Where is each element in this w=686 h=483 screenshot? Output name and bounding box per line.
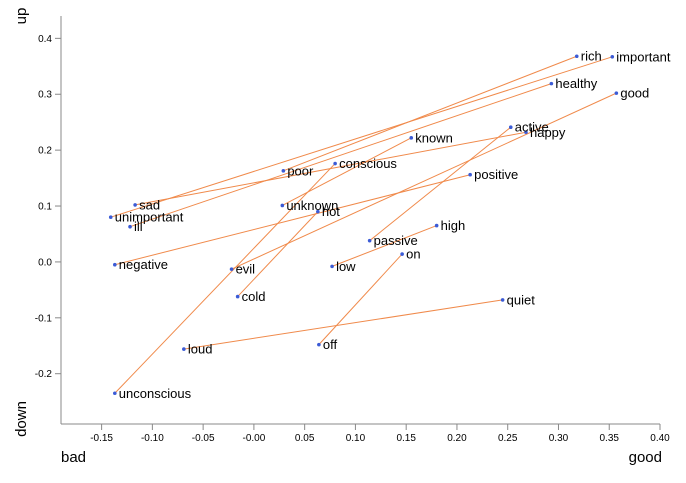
pair-line-high-low (331, 225, 437, 267)
point-label-happy: happy (530, 125, 566, 140)
pair-line-hot-cold (237, 211, 319, 297)
x-axis-positive-label: good (629, 449, 662, 466)
point-evil (229, 267, 234, 271)
x-tick-label: 0.35 (600, 433, 620, 444)
point-label-off: off (323, 337, 338, 352)
point-sad (133, 203, 137, 207)
point-unimportant (108, 215, 113, 220)
point-unconscious (113, 391, 117, 396)
x-tick-label: 0.20 (447, 433, 467, 444)
point-label-quiet: quiet (507, 292, 536, 307)
point-known (409, 136, 414, 140)
point-label-passive: passive (374, 233, 418, 248)
point-good (614, 91, 619, 95)
y-tick-label: 0.3 (38, 90, 52, 101)
pair-line-conscious-unconscious (114, 163, 336, 394)
x-tick-label: -0.00 (242, 433, 265, 444)
point-label-active: active (515, 120, 549, 135)
point-poor (281, 169, 286, 173)
x-tick-label: 0.30 (549, 433, 569, 444)
point-label-ill: ill (134, 219, 143, 234)
x-tick-label: -0.15 (90, 433, 113, 444)
point-healthy (549, 81, 554, 86)
y-tick-label: -0.2 (35, 369, 53, 380)
point-label-high: high (441, 218, 466, 233)
data-points (108, 54, 619, 396)
x-axis-ticks: -0.15 -0.10 -0.05 -0.00 0.05 0.10 0.15 0.20 0.25… (90, 424, 670, 444)
point-low (330, 264, 334, 269)
point-label-unknown: unknown (286, 198, 338, 213)
point-important (610, 55, 615, 59)
y-tick-label: 0.2 (38, 146, 52, 157)
y-tick-label: 0.0 (38, 257, 52, 268)
axes: -0.15 -0.10 -0.05 -0.00 0.05 0.10 0.15 0.20 0.25… (35, 16, 670, 444)
y-tick-label: 0.1 (38, 202, 52, 213)
point-label-hot: hot (322, 204, 340, 219)
point-cold (235, 294, 240, 299)
x-axis-negative-label: bad (61, 449, 86, 466)
x-tick-label: 0.05 (295, 433, 315, 444)
y-axis-negative-label: down (13, 401, 30, 437)
point-unknown (280, 203, 285, 208)
x-tick-label: 0.15 (396, 433, 416, 444)
point-active (508, 125, 513, 130)
point-ill (128, 224, 132, 229)
point-happy (524, 130, 528, 135)
point-label-rich: rich (581, 49, 602, 64)
pair-line-healthy-ill (129, 83, 552, 228)
point-label-negative: negative (119, 257, 168, 272)
x-tick-label: -0.05 (192, 433, 215, 444)
y-axis-ticks: -0.2 -0.1 0.0 0.1 0.2 0.3 0.4 (35, 34, 61, 380)
point-on (400, 252, 404, 256)
point-label-known: known (415, 130, 453, 145)
pair-line-on-off (318, 253, 403, 345)
y-tick-label: 0.4 (38, 34, 52, 45)
pair-line-active-passive (369, 126, 512, 242)
point-conscious (333, 161, 337, 166)
pair-line-good-evil (231, 92, 617, 270)
point-label-positive: positive (474, 167, 518, 182)
point-label-important: important (616, 49, 671, 64)
point-label-on: on (406, 247, 420, 262)
pair-line-positive-negative (114, 174, 471, 266)
point-label-loud: loud (188, 342, 213, 357)
point-label-unimportant: unimportant (115, 210, 184, 225)
x-tick-label: -0.10 (141, 433, 164, 444)
point-quiet (500, 298, 505, 302)
point-label-sad: sad (139, 197, 160, 212)
point-label-cold: cold (242, 289, 266, 304)
pair-line-important-unimportant (110, 56, 613, 218)
x-tick-label: 0.25 (498, 433, 518, 444)
pair-lines (110, 55, 617, 394)
x-tick-label: 0.40 (650, 433, 670, 444)
point-label-poor: poor (287, 163, 314, 178)
point-label-conscious: conscious (339, 156, 397, 171)
point-negative (113, 262, 117, 267)
x-tick-label: 0.10 (346, 433, 366, 444)
point-loud (182, 347, 186, 351)
point-high (434, 223, 439, 228)
point-passive (367, 238, 372, 243)
y-tick-label: -0.1 (35, 313, 53, 324)
point-label-good: good (620, 86, 649, 101)
point-label-evil: evil (236, 262, 256, 277)
point-hot (316, 209, 320, 214)
point-positive (468, 172, 472, 177)
point-rich (574, 54, 579, 59)
point-label-unconscious: unconscious (119, 386, 192, 401)
y-axis-positive-label: up (13, 8, 30, 25)
pair-line-rich-poor (283, 55, 577, 172)
pair-line-known-unknown (282, 137, 412, 206)
point-label-healthy: healthy (555, 76, 597, 91)
pair-line-quiet-loud (183, 299, 503, 350)
point-off (317, 342, 321, 347)
point-label-low: low (336, 259, 356, 274)
